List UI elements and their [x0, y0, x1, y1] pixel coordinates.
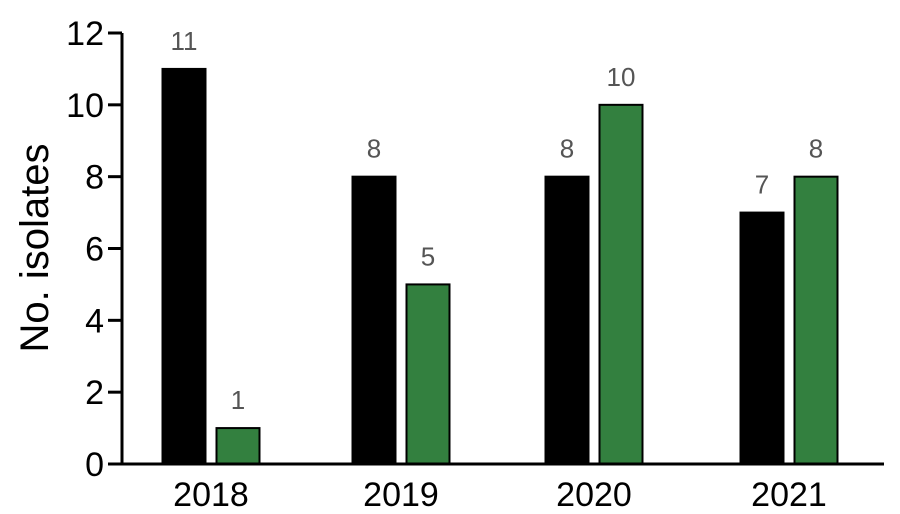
bars — [161, 67, 839, 466]
bar-2019-series-1 — [351, 175, 397, 466]
data-label: 8 — [560, 134, 574, 164]
bar-2019-series-2 — [405, 283, 451, 465]
y-tick-label: 12 — [66, 15, 104, 53]
y-tick-label: 8 — [85, 159, 104, 197]
x-tick-label: 2021 — [751, 476, 827, 514]
data-label: 11 — [171, 26, 198, 56]
y-tick-label: 0 — [85, 446, 104, 484]
data-label: 7 — [755, 170, 769, 200]
y-axis: 0 2 4 6 8 10 12 — [66, 15, 122, 484]
data-label: 8 — [809, 134, 823, 164]
y-tick-label: 6 — [85, 231, 104, 269]
y-tick-label: 4 — [85, 302, 104, 340]
data-label: 10 — [607, 62, 636, 92]
x-tick-label: 2020 — [556, 476, 632, 514]
bar-2020-series-1 — [544, 175, 590, 466]
bar-2021-series-2 — [793, 175, 839, 466]
y-tick-label: 2 — [85, 374, 104, 412]
bar-2018-series-1 — [161, 67, 207, 466]
bar-2018-series-2 — [215, 427, 261, 466]
data-label: 5 — [421, 241, 435, 271]
data-label: 1 — [231, 385, 245, 415]
y-axis-label: No. isolates — [13, 144, 57, 353]
x-axis: 2018 2019 2020 2021 — [173, 476, 827, 514]
x-tick-label: 2018 — [173, 476, 249, 514]
x-tick-label: 2019 — [363, 476, 439, 514]
bar-2020-series-2 — [598, 103, 644, 465]
data-label: 8 — [367, 134, 381, 164]
y-tick-label: 10 — [66, 87, 104, 125]
bar-2021-series-1 — [739, 211, 785, 465]
